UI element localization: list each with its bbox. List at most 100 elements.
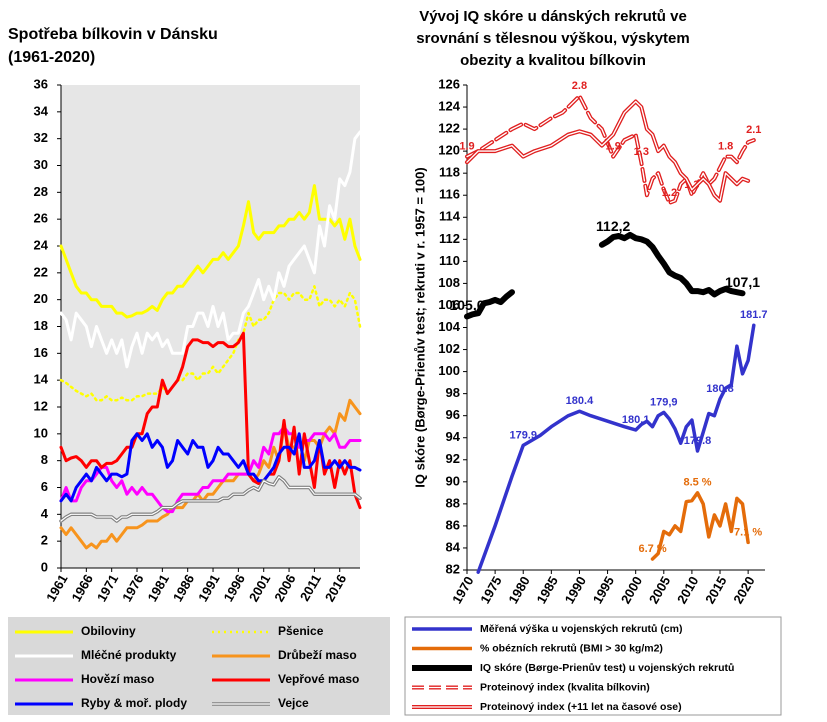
x-tick-label: 1996 <box>220 572 247 605</box>
legend-label: Hovězí maso <box>81 672 154 686</box>
x-tick-label: 1976 <box>119 572 146 605</box>
legend-label: Vejce <box>278 696 309 710</box>
x-tick-label: 1980 <box>505 574 532 607</box>
chart-title: srovnání s tělesnou výškou, výskytem <box>416 30 689 47</box>
y-tick-label: 124 <box>438 98 460 113</box>
legend-label: Proteinový index (kvalita bílkovin) <box>480 681 650 693</box>
x-tick-label: 1975 <box>477 574 504 607</box>
y-tick-label: 86 <box>446 517 460 532</box>
legend-label: Měřená výška u vojenských rekrutů (cm) <box>480 623 683 635</box>
legend-label: Drůbeží maso <box>278 648 357 662</box>
y-tick-label: 112 <box>439 231 460 246</box>
point-label: 180.8 <box>706 383 734 395</box>
point-label: 1.9 <box>459 141 474 153</box>
x-tick-label: 2001 <box>246 572 273 605</box>
y-tick-label: 2 <box>41 533 48 548</box>
point-label: 8.5 % <box>683 477 711 489</box>
y-tick-label: 24 <box>34 237 49 252</box>
x-tick-label: 1970 <box>449 574 476 607</box>
x-tick-label: 1981 <box>144 572 171 605</box>
point-label: 1.9 <box>606 141 621 153</box>
y-tick-label: 0 <box>41 559 48 574</box>
x-tick-label: 2020 <box>730 574 757 607</box>
point-label: 105,0 <box>449 297 484 313</box>
point-label: 112,2 <box>596 218 630 234</box>
point-label: 7.1 % <box>734 526 762 538</box>
legend-label: Vepřové maso <box>278 672 359 686</box>
series-line <box>650 491 750 561</box>
y-tick-label: 20 <box>34 291 48 306</box>
x-tick-label: 1991 <box>195 572 222 605</box>
series-line <box>59 432 362 503</box>
point-label: 6.7 % <box>638 543 666 555</box>
point-label: 1.8 <box>718 141 733 153</box>
chart-title: Vývoj IQ skóre u dánských rekrutů ve <box>419 8 687 25</box>
point-label: 2.1 <box>746 124 761 136</box>
legend-label: Obiloviny <box>81 624 136 638</box>
y-tick-label: 122 <box>438 121 460 136</box>
chart-title: obezity a kvalitou bílkovin <box>460 52 646 69</box>
y-tick-label: 104 <box>438 319 460 334</box>
y-tick-label: 14 <box>34 372 49 387</box>
x-tick-label: 1995 <box>590 574 617 607</box>
y-tick-label: 98 <box>446 385 460 400</box>
x-tick-label: 2016 <box>322 572 349 605</box>
x-tick-label: 2006 <box>271 572 298 605</box>
x-tick-label: 1986 <box>170 572 197 605</box>
y-tick-label: 106 <box>438 297 460 312</box>
series-line <box>464 231 746 320</box>
y-axis-title: IQ skóre (Børge-Prienův test; rekruti v … <box>412 167 427 487</box>
point-label: 180.4 <box>566 395 594 407</box>
series-line <box>476 323 756 574</box>
y-tick-label: 118 <box>439 165 460 180</box>
y-tick-label: 116 <box>439 187 460 202</box>
y-tick-label: 28 <box>34 184 48 199</box>
point-label: 179.9 <box>509 429 537 441</box>
y-tick-label: 6 <box>41 479 48 494</box>
y-tick-label: 114 <box>439 209 461 224</box>
y-tick-label: 96 <box>446 407 460 422</box>
series-line <box>59 130 362 369</box>
y-tick-label: 32 <box>34 130 48 145</box>
y-tick-label: 36 <box>34 76 48 91</box>
legend-label: Proteinový index (+11 let na časové ose) <box>480 701 682 713</box>
y-tick-label: 10 <box>34 425 48 440</box>
x-tick-label: 1990 <box>562 574 589 607</box>
y-tick-label: 120 <box>438 143 460 158</box>
x-tick-label: 2010 <box>674 574 701 607</box>
x-tick-label: 1985 <box>533 574 560 607</box>
point-label: 1.2 <box>662 187 677 199</box>
y-tick-label: 18 <box>34 318 48 333</box>
point-label: 179,9 <box>650 396 678 408</box>
y-tick-label: 34 <box>34 103 49 118</box>
series-line <box>59 425 362 514</box>
x-tick-label: 1966 <box>68 572 95 605</box>
y-tick-label: 22 <box>34 264 48 279</box>
y-tick-label: 100 <box>438 363 460 378</box>
y-tick-label: 126 <box>438 76 460 91</box>
point-label: 181.7 <box>740 309 768 321</box>
y-tick-label: 84 <box>446 539 461 554</box>
legend-label: Ryby & moř. plody <box>81 696 187 710</box>
legend-label: Mléčné produkty <box>81 648 177 662</box>
point-label: 107,1 <box>725 274 760 290</box>
x-tick-label: 2015 <box>702 574 729 607</box>
x-tick-label: 1961 <box>43 572 70 605</box>
y-tick-label: 30 <box>34 157 48 172</box>
point-label: 1.3 <box>634 146 649 158</box>
series-line <box>59 285 362 402</box>
y-tick-label: 108 <box>438 275 460 290</box>
y-tick-label: 90 <box>446 473 460 488</box>
series-line-inner <box>466 100 749 202</box>
y-tick-label: 16 <box>34 345 48 360</box>
series-line-inner <box>60 476 361 522</box>
series-line-inner <box>466 95 755 204</box>
y-tick-label: 110 <box>439 253 460 268</box>
legend-label: IQ skóre (Børge-Prienův test) u vojenský… <box>480 662 734 674</box>
y-tick-label: 88 <box>446 495 460 510</box>
legend-label: % obézních rekrutů (BMI > 30 kg/m2) <box>480 642 663 654</box>
point-label: 2.8 <box>572 80 587 92</box>
point-label: 179.8 <box>684 435 712 447</box>
legend-label: Pšenice <box>278 624 324 638</box>
